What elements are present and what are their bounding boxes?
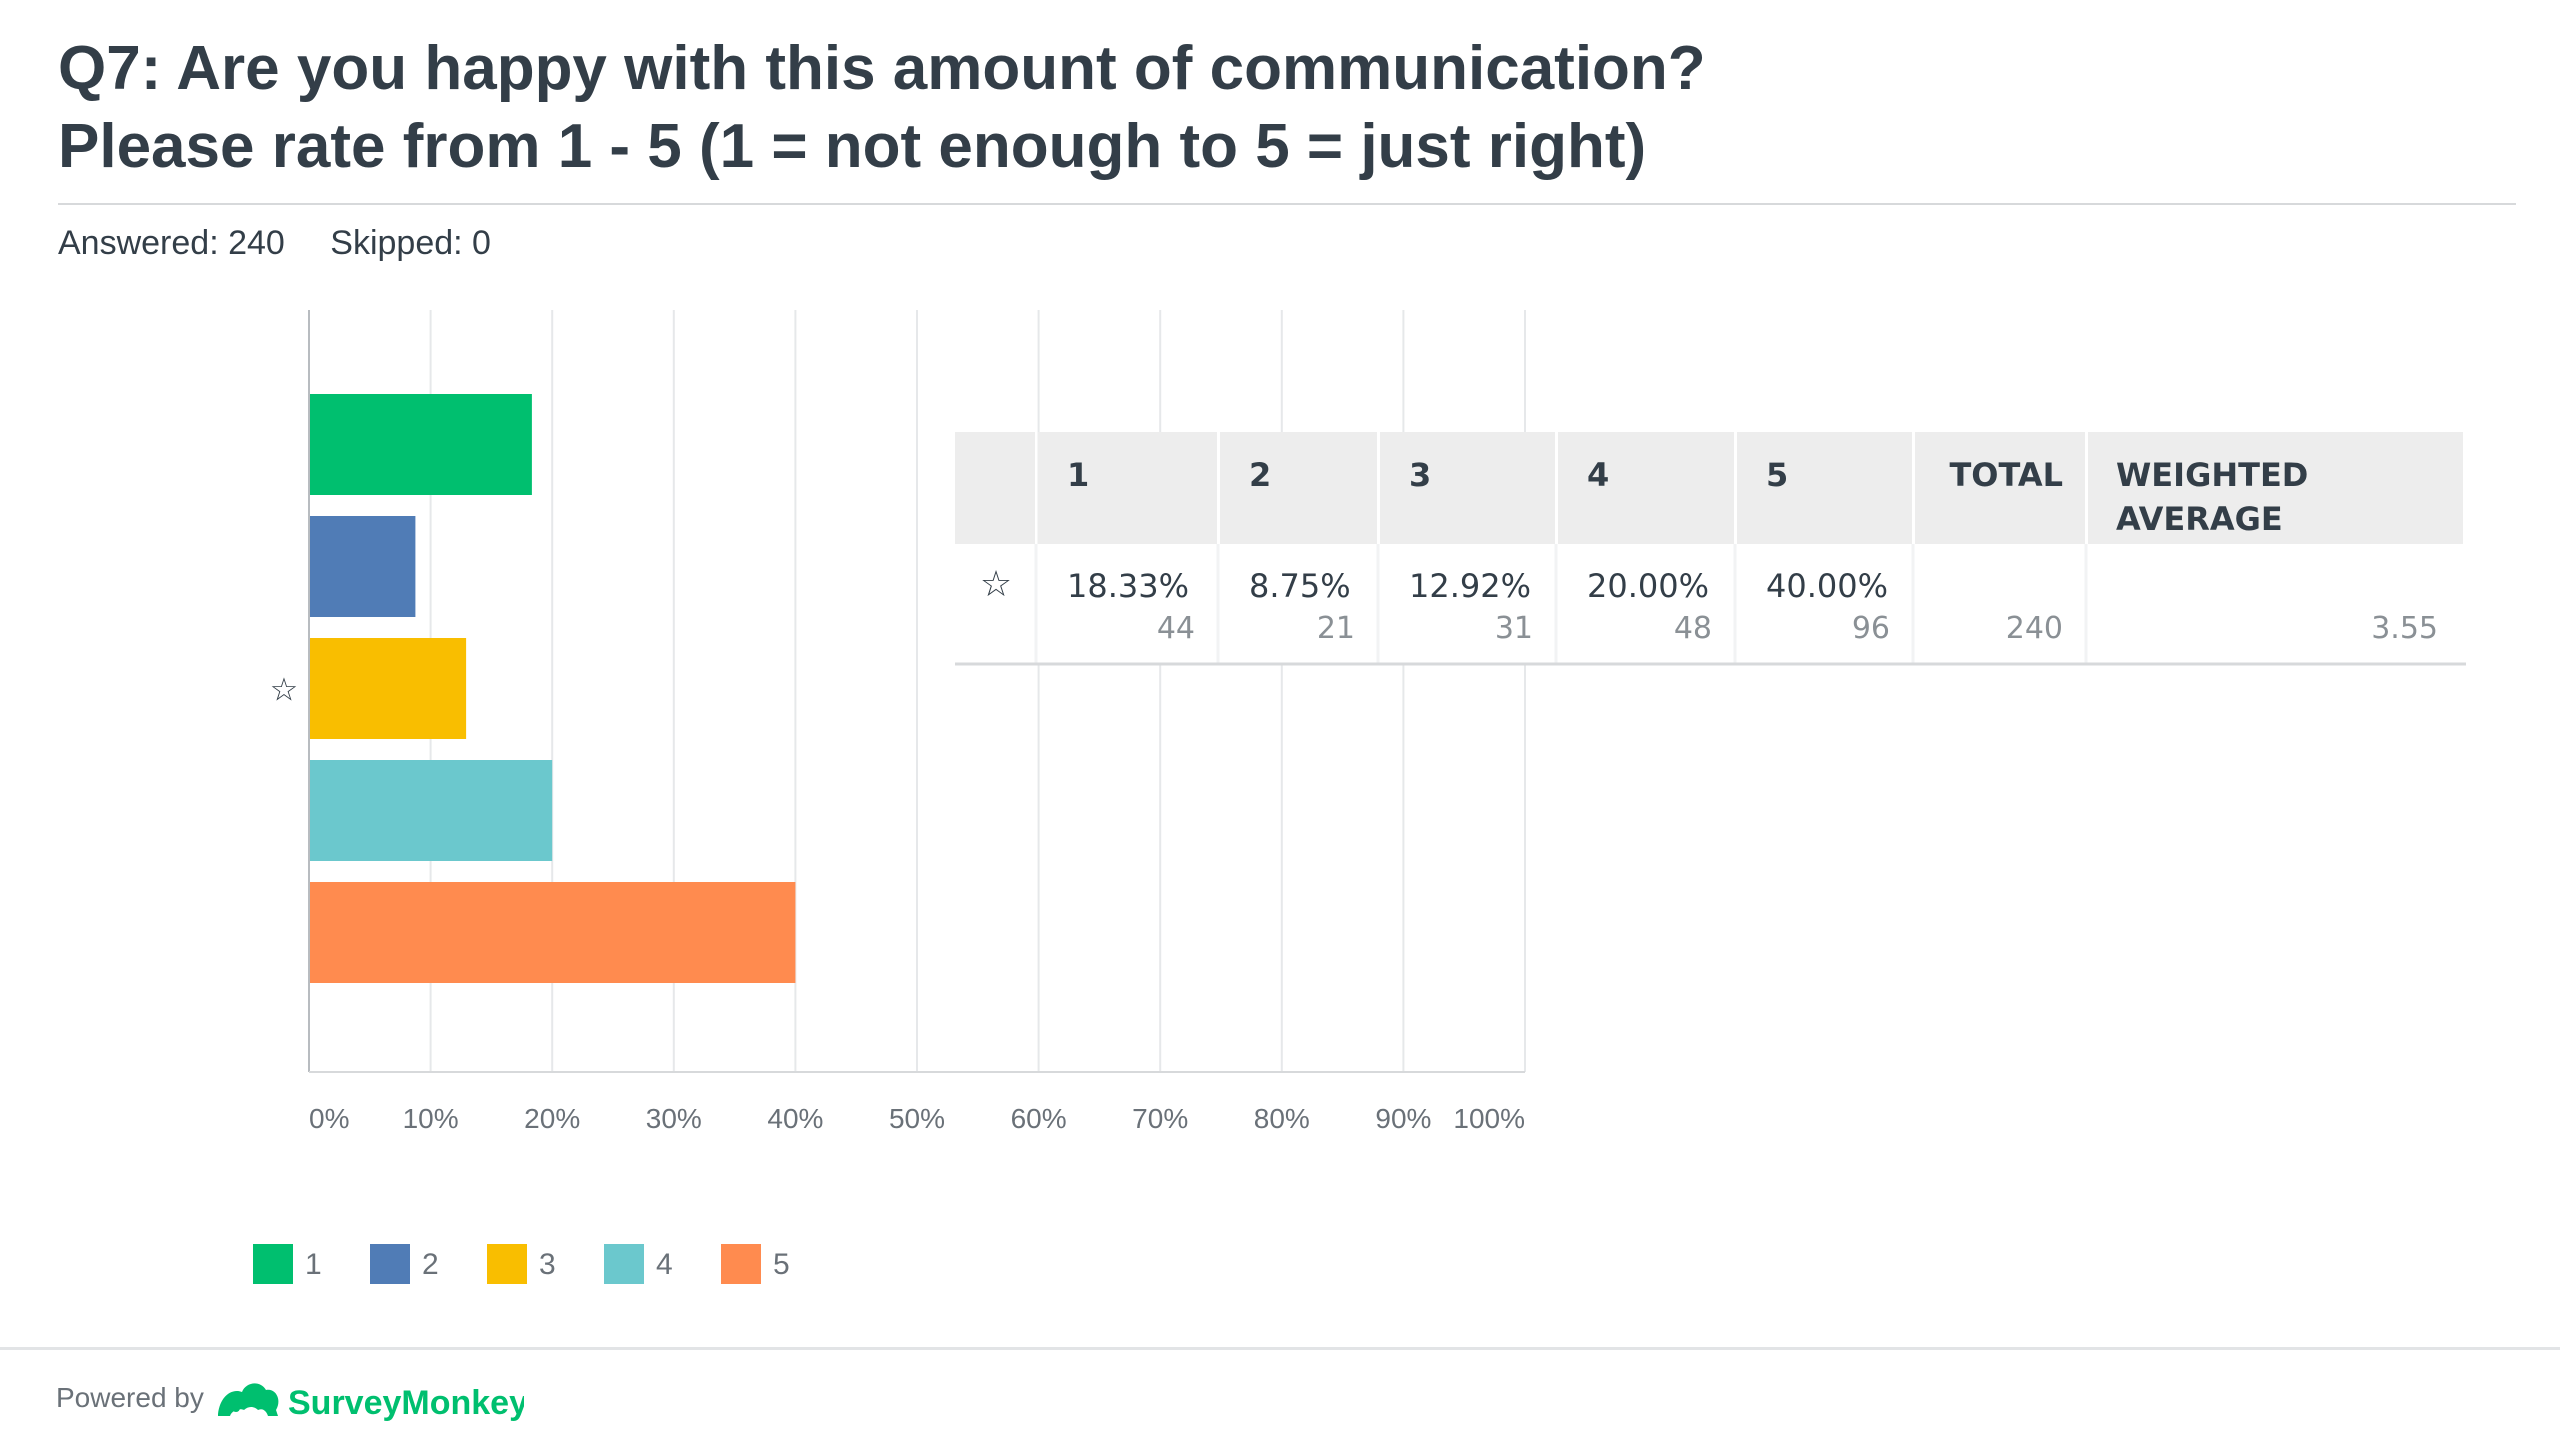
bar-5[interactable] bbox=[309, 882, 796, 983]
table-count: 44 bbox=[1157, 611, 1195, 646]
table-header-cell bbox=[1558, 432, 1734, 544]
legend-label: 3 bbox=[539, 1248, 556, 1281]
table-header-cell bbox=[1737, 432, 1912, 544]
bar-1[interactable] bbox=[309, 394, 532, 495]
table-header-5: 5 bbox=[1766, 456, 1788, 494]
table-header-cell bbox=[1915, 432, 2085, 544]
chart-axes: 0% 10% 20% 30% 40% 50% 60% 70% 80% 90% 100% ☆ bbox=[270, 310, 1525, 1134]
surveymonkey-logo-icon bbox=[218, 1383, 279, 1416]
question-title-line-2: Please rate from 1 - 5 (1 = not enough t… bbox=[58, 112, 1647, 181]
question-title: Q7: Are you happy with this amount of co… bbox=[58, 30, 2478, 186]
surveymonkey-wordmark: SurveyMonkey® bbox=[288, 1384, 524, 1422]
table-body bbox=[955, 544, 2466, 664]
table-header-3: 3 bbox=[1409, 456, 1431, 494]
table-header-cell bbox=[2088, 432, 2463, 544]
legend-swatch bbox=[487, 1244, 527, 1284]
x-tick-label: 70% bbox=[1132, 1103, 1188, 1134]
row-star-icon: ☆ bbox=[270, 671, 299, 709]
x-tick-label: 50% bbox=[889, 1103, 945, 1134]
table-count: 31 bbox=[1495, 611, 1533, 646]
table-header-cell bbox=[955, 432, 1035, 544]
bar-2[interactable] bbox=[309, 516, 416, 617]
table-count: 21 bbox=[1317, 611, 1355, 646]
table-header-cell bbox=[1380, 432, 1555, 544]
answered-count: Answered: 240 bbox=[58, 224, 285, 262]
legend-swatch bbox=[370, 1244, 410, 1284]
legend-swatch bbox=[604, 1244, 644, 1284]
skipped-count: Skipped: 0 bbox=[330, 224, 491, 262]
table-percent: 8.75% bbox=[1249, 567, 1351, 605]
results-table: 1 2 3 4 5 TOTAL WEIGHTED AVERAGE ☆ 18.33% 44 8.75% 2… bbox=[955, 432, 2466, 666]
question-title-line-1: Q7: Are you happy with this amount of co… bbox=[58, 34, 1706, 103]
table-header-1: 1 bbox=[1067, 456, 1089, 494]
x-tick-label: 20% bbox=[524, 1103, 580, 1134]
x-tick-label: 100% bbox=[1453, 1103, 1525, 1134]
x-tick-label: 40% bbox=[767, 1103, 823, 1134]
legend-label: 5 bbox=[773, 1248, 790, 1281]
powered-by-text: Powered by bbox=[56, 1382, 204, 1413]
legend-label: 1 bbox=[305, 1248, 322, 1281]
table-percent: 18.33% bbox=[1067, 567, 1189, 605]
table-star-icon: ☆ bbox=[980, 564, 1012, 605]
legend-label: 4 bbox=[656, 1248, 673, 1281]
table-header-cell bbox=[1038, 432, 1217, 544]
x-tick-label: 10% bbox=[403, 1103, 459, 1134]
table-header-4: 4 bbox=[1587, 456, 1609, 494]
x-tick-label: 30% bbox=[646, 1103, 702, 1134]
bar-4[interactable] bbox=[309, 760, 553, 861]
table-count: 96 bbox=[1852, 611, 1890, 646]
table-header-weighted-average: WEIGHTED AVERAGE bbox=[2116, 456, 2308, 538]
table-total-value: 240 bbox=[2006, 611, 2063, 646]
table-percent: 40.00% bbox=[1766, 567, 1888, 605]
bar-chart: 0% 10% 20% 30% 40% 50% 60% 70% 80% 90% 100% ☆ 1 2 3 4 5… bbox=[270, 310, 2466, 1134]
x-tick-label: 80% bbox=[1254, 1103, 1310, 1134]
footer-divider bbox=[0, 1347, 2560, 1350]
table-percent: 20.00% bbox=[1587, 567, 1709, 605]
legend-swatch bbox=[253, 1244, 293, 1284]
table-header-total: TOTAL bbox=[1949, 456, 2063, 494]
table-weighted-average-value: 3.55 bbox=[2371, 611, 2438, 646]
table-header-cell bbox=[1220, 432, 1377, 544]
chart-bars bbox=[309, 394, 796, 983]
response-stats: Answered: 240 Skipped: 0 bbox=[58, 220, 527, 266]
title-divider bbox=[58, 203, 2516, 205]
surveymonkey-logo[interactable]: SurveyMonkey® bbox=[214, 1370, 524, 1430]
bar-3[interactable] bbox=[309, 638, 467, 739]
legend-swatch bbox=[721, 1244, 761, 1284]
table-count: 48 bbox=[1674, 611, 1712, 646]
legend-label: 2 bbox=[422, 1248, 439, 1281]
x-tick-label: 90% bbox=[1375, 1103, 1431, 1134]
table-header-2: 2 bbox=[1249, 456, 1271, 494]
x-tick-label: 60% bbox=[1011, 1103, 1067, 1134]
x-tick-label: 0% bbox=[309, 1103, 349, 1134]
table-percent: 12.92% bbox=[1409, 567, 1531, 605]
